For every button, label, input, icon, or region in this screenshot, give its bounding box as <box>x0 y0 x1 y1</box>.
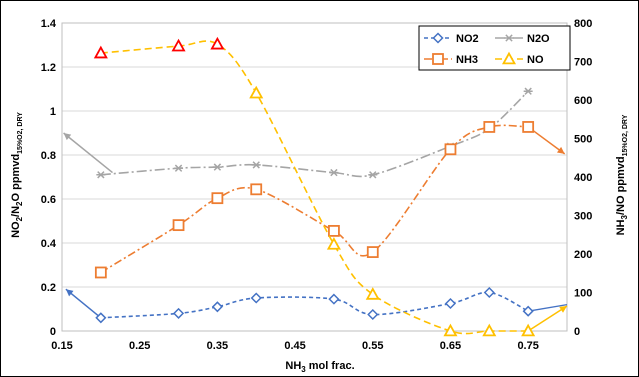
y-left-tick-label: 1 <box>50 106 56 118</box>
y-right-tick-label: 0 <box>574 326 580 338</box>
y-left-tick-label: 1.2 <box>41 62 56 74</box>
data-point-no2 <box>211 301 223 313</box>
legend-label: NO2 <box>456 33 479 45</box>
legend-label: NO <box>527 54 544 66</box>
data-point-no2 <box>250 292 262 304</box>
data-point-nh3 <box>444 143 457 156</box>
y-right-tick-label: 400 <box>574 172 592 184</box>
y-left-tick-label: 0.2 <box>41 282 56 294</box>
y-axis-left-title: NO2/N2O ppmvd15%O2, DRY <box>10 112 24 238</box>
x-tick-label: 0.25 <box>129 340 150 352</box>
data-point-no2 <box>172 307 185 319</box>
series-line-n2o <box>100 90 529 178</box>
series-no2 <box>65 286 568 324</box>
legend-label: N2O <box>527 33 550 45</box>
y-left-tick-label: 0.8 <box>41 150 56 162</box>
data-point-no <box>443 323 458 337</box>
y-right-tick-label: 600 <box>574 95 592 107</box>
y-left-tick-label: 1.4 <box>41 18 57 30</box>
data-point-n2o <box>212 163 222 171</box>
y-axis-right-title: NH3/NO ppmvd15%O2, DRY <box>615 114 629 235</box>
y-left-tick-label: 0 <box>50 326 56 338</box>
x-tick-label: 0.55 <box>362 340 383 352</box>
legend-swatch-marker <box>501 51 517 65</box>
x-tick-label: 0.45 <box>284 340 305 352</box>
legend-item-no2: NO2 <box>424 32 479 45</box>
series-no <box>93 36 568 337</box>
legend-box <box>418 25 571 71</box>
y-right-tick-label: 500 <box>574 134 592 146</box>
series-layer <box>63 36 568 337</box>
data-point-no2 <box>522 305 534 317</box>
x-tick-label: 0.15 <box>51 340 72 352</box>
data-point-n2o <box>251 161 261 169</box>
y-right-tick-label: 800 <box>574 18 592 30</box>
data-point-no2 <box>95 312 107 324</box>
y-left-tick-label: 0.4 <box>41 238 57 250</box>
legend-label: NH3 <box>456 54 478 66</box>
data-point-no <box>93 45 108 59</box>
data-point-n2o <box>329 168 339 177</box>
series-nh3 <box>94 121 566 279</box>
data-point-no <box>326 237 341 250</box>
x-tick-label: 0.65 <box>440 340 461 352</box>
data-point-n2o <box>96 171 106 179</box>
data-point-no <box>171 38 186 52</box>
data-point-no <box>210 36 225 50</box>
trend-line-n2o-head <box>63 133 72 141</box>
data-point-n2o <box>174 164 184 172</box>
data-point-no2 <box>483 286 495 299</box>
data-point-no <box>365 287 380 300</box>
x-tick-label: 0.35 <box>207 340 228 352</box>
legend: NO2 N2O NH3 NO <box>418 25 571 71</box>
data-point-nh3 <box>172 219 185 232</box>
trend-line-no2-head <box>65 289 74 297</box>
legend-item-n2o: N2O <box>495 33 550 45</box>
data-point-no <box>521 323 536 337</box>
data-point-nh3 <box>328 224 340 237</box>
data-point-no <box>249 85 264 99</box>
x-tick-label: 0.75 <box>517 340 538 352</box>
x-axis-ticks: 0.15 0.25 0.35 0.45 0.55 0.65 0.75 <box>51 340 539 352</box>
data-point-nh3 <box>250 183 263 196</box>
data-point-nh3 <box>522 121 535 133</box>
series-n2o <box>63 87 533 179</box>
trend-line-no2 <box>65 288 102 319</box>
plot-area <box>61 22 568 332</box>
trend-line-no-head <box>559 305 567 313</box>
data-point-nh3 <box>366 246 379 258</box>
legend-swatch-marker <box>504 34 514 42</box>
data-point-n2o <box>523 87 533 95</box>
legend-items: NO2 N2O NH3 NO <box>424 32 550 66</box>
y-right-tick-label: 100 <box>574 288 592 300</box>
y-axis-right-ticks: 0 100 200 300 400 500 600 700 800 <box>574 18 592 338</box>
y-right-tick-label: 200 <box>574 249 592 261</box>
trend-line-nh3-head <box>556 146 565 154</box>
data-point-no2 <box>444 297 457 310</box>
trend-line-n2o <box>63 132 113 174</box>
data-point-nh3 <box>483 121 496 133</box>
x-axis-title: NH3 mol frac. <box>285 360 354 374</box>
legend-item-nh3: NH3 <box>424 53 478 66</box>
legend-item-no: NO <box>495 51 544 66</box>
y-axis-left-ticks: 0 0.2 0.4 0.6 0.8 1 1.2 1.4 <box>41 18 57 338</box>
data-point-no2 <box>367 308 379 321</box>
y-right-tick-label: 300 <box>574 211 592 223</box>
y-left-tick-label: 0.6 <box>41 194 56 206</box>
trend-end-no2 <box>528 303 568 312</box>
legend-swatch-marker <box>432 32 444 44</box>
series-line-no <box>100 40 529 335</box>
trend-line-nh3 <box>527 126 566 155</box>
data-point-no <box>482 323 497 337</box>
data-point-nh3 <box>211 192 224 205</box>
data-point-no2 <box>328 293 340 305</box>
data-point-nh3 <box>94 266 107 279</box>
data-point-n2o <box>368 171 378 179</box>
y-right-tick-label: 700 <box>574 57 592 69</box>
trend-line-no <box>527 305 568 332</box>
legend-swatch-marker <box>432 53 444 65</box>
